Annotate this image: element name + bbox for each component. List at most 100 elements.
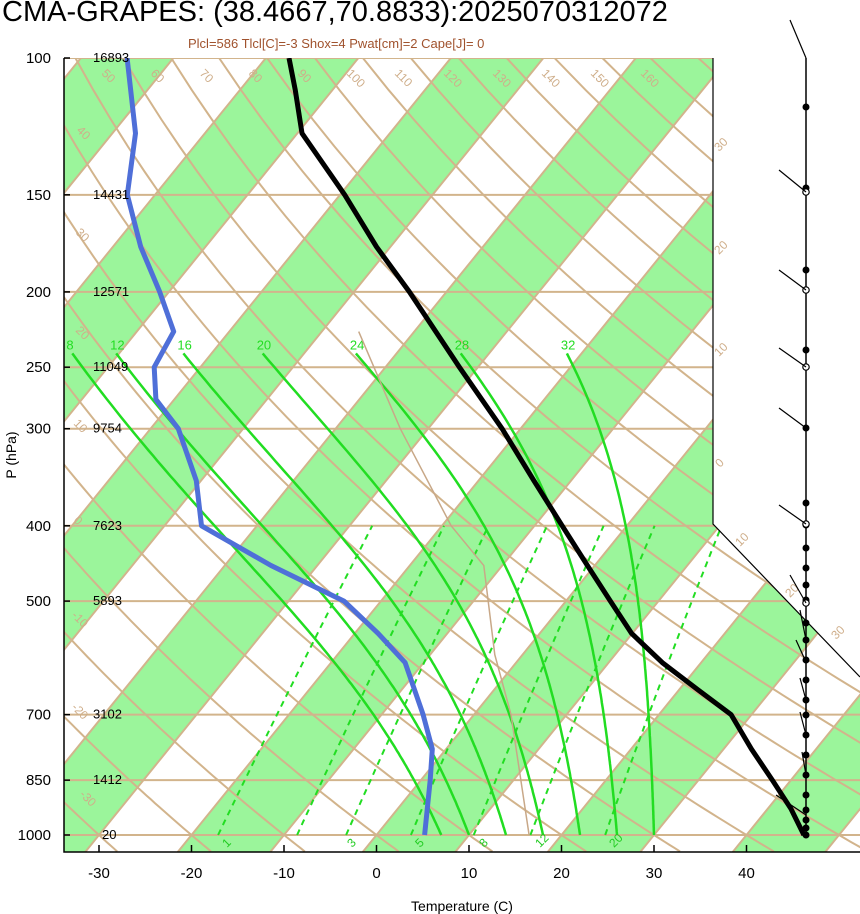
isotherm-label: 10 bbox=[71, 416, 91, 436]
moist-adiabat-label: 24 bbox=[350, 337, 364, 352]
wind-level-dot bbox=[802, 831, 810, 839]
isotherm-label: 20 bbox=[711, 238, 731, 258]
height-label: 16893 bbox=[93, 50, 129, 65]
isotherm-label: 30 bbox=[828, 623, 848, 643]
isotherm-label: 30 bbox=[73, 225, 93, 245]
y-tick-label: 1000 bbox=[18, 827, 51, 844]
isotherm-label: 10 bbox=[711, 340, 731, 360]
wind-level-dot bbox=[802, 824, 810, 832]
height-label: 7623 bbox=[93, 518, 122, 533]
axes: -30 -20 -10 0 10 20 30 40 Temperature (C) 100 1689… bbox=[3, 50, 848, 914]
wind-panel-border bbox=[712, 58, 860, 678]
moist-adiabat-line bbox=[354, 352, 582, 836]
moist-adiabat-label: 16 bbox=[177, 337, 191, 352]
wind-level-dot bbox=[802, 581, 810, 589]
height-label: 20 bbox=[102, 827, 116, 842]
dewpoint-trace bbox=[124, 58, 435, 836]
wind-barb bbox=[799, 711, 807, 736]
moist-adiabat-line bbox=[115, 352, 471, 836]
wind-barb bbox=[778, 169, 807, 193]
height-label: 1412 bbox=[93, 772, 122, 787]
moist-adiabat-line bbox=[71, 352, 443, 836]
x-tick-label: -20 bbox=[181, 865, 203, 882]
wind-level-dot bbox=[802, 619, 810, 627]
mixing-ratio-line bbox=[604, 525, 723, 836]
moist-adiabat-label: 32 bbox=[561, 337, 575, 352]
isotherm-line bbox=[64, 58, 637, 852]
dry-adiabat-line bbox=[64, 58, 587, 852]
isotherm-line bbox=[361, 58, 860, 852]
x-tick-label: 10 bbox=[461, 865, 478, 882]
axis-frame-line bbox=[63, 58, 860, 853]
wind-barb bbox=[778, 269, 807, 291]
y-tick-label: 100 bbox=[26, 50, 51, 67]
wind-barb bbox=[799, 677, 807, 701]
chart-title: CMA-GRAPES: (38.4667,70.8833):2025070312… bbox=[2, 0, 668, 28]
temperature-trace bbox=[286, 58, 807, 837]
isotherm-label: -20 bbox=[69, 700, 91, 722]
chart-subtitle: Plcl=586 Tlcl[C]=-3 Shox=4 Pwat[cm]=2 Ca… bbox=[188, 36, 485, 51]
dry-adiabat-line bbox=[64, 58, 212, 852]
isotherm-label: 70 bbox=[197, 66, 217, 86]
wind-barb bbox=[778, 407, 807, 429]
plot-frame bbox=[63, 58, 860, 853]
wind-level-dot bbox=[802, 816, 810, 824]
y-tick-label: 700 bbox=[26, 707, 51, 724]
mixing-ratio-label: 12 bbox=[532, 831, 552, 851]
isotherm-line bbox=[64, 58, 360, 852]
isotherm-label: 30 bbox=[711, 135, 731, 155]
wind-level-dot bbox=[802, 711, 810, 719]
y-tick-label: 300 bbox=[26, 421, 51, 438]
isotherm-label: 140 bbox=[539, 66, 563, 90]
x-tick-label: -30 bbox=[88, 865, 110, 882]
wind-level-dot bbox=[802, 676, 810, 684]
y-tick-label: 400 bbox=[26, 518, 51, 535]
sounding-traces bbox=[124, 58, 807, 837]
isotherm-label: 10 bbox=[732, 530, 752, 550]
x-tick-label: -10 bbox=[273, 865, 295, 882]
wind-level-dot bbox=[802, 791, 810, 799]
y-axis-title: P (hPa) bbox=[3, 431, 19, 478]
mixing-ratio-line bbox=[296, 525, 445, 836]
wind-barb bbox=[789, 19, 807, 59]
height-label: 9754 bbox=[93, 421, 122, 436]
height-label: 3102 bbox=[93, 707, 122, 722]
height-label: 12571 bbox=[93, 284, 129, 299]
isotherm-line bbox=[64, 58, 175, 852]
height-label: 5893 bbox=[93, 593, 122, 608]
isotherm-band bbox=[732, 58, 860, 852]
x-tick-label: 0 bbox=[372, 865, 380, 882]
x-axis-title: Temperature (C) bbox=[411, 898, 513, 914]
wind-level-dot bbox=[802, 751, 810, 759]
isotherm-band bbox=[547, 58, 860, 852]
isotherm-band bbox=[64, 58, 544, 852]
wind-level-dot bbox=[802, 544, 810, 552]
wind-level-dot bbox=[802, 499, 810, 507]
mixing-ratio-line bbox=[529, 525, 656, 836]
wind-level-dot bbox=[802, 564, 810, 572]
isotherm-band bbox=[64, 58, 729, 852]
isotherm-label: 110 bbox=[392, 66, 416, 90]
moist-adiabat-line bbox=[261, 352, 545, 836]
height-label: 11049 bbox=[93, 359, 128, 374]
x-tick-label: 40 bbox=[738, 865, 755, 882]
parcel-path bbox=[358, 331, 530, 836]
moist-adiabats: 8 12 16 20 24 28 32 bbox=[66, 337, 656, 836]
x-tick-label: 20 bbox=[553, 865, 570, 882]
wind-barb bbox=[775, 794, 807, 816]
wind-barb bbox=[778, 504, 807, 525]
y-tick-label: 150 bbox=[26, 187, 51, 204]
parcel-line bbox=[358, 331, 530, 836]
dry-adiabat-line bbox=[64, 58, 493, 852]
y-tick-label: 850 bbox=[26, 772, 51, 789]
height-label: 14431 bbox=[93, 187, 129, 202]
isotherm-line bbox=[64, 58, 545, 852]
mixing-ratio-line bbox=[345, 525, 490, 836]
dry-adiabat-line bbox=[64, 58, 306, 852]
isotherm-line bbox=[639, 58, 860, 852]
mixing-ratio-line bbox=[472, 525, 605, 836]
wind-level-dot bbox=[802, 103, 810, 111]
moist-adiabat-label: 28 bbox=[455, 337, 469, 352]
wind-barb-column bbox=[775, 19, 810, 839]
